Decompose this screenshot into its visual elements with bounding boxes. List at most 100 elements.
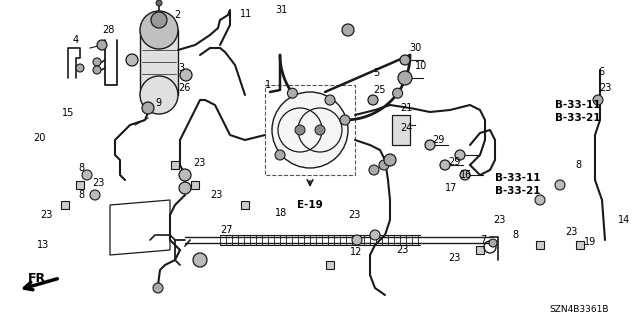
Text: 3: 3 <box>178 63 184 73</box>
Text: B-33-21: B-33-21 <box>555 113 600 123</box>
Circle shape <box>275 150 285 160</box>
Text: 23: 23 <box>396 245 408 255</box>
Text: 18: 18 <box>275 208 287 218</box>
Text: 1: 1 <box>265 80 271 90</box>
Text: 17: 17 <box>445 183 458 193</box>
Circle shape <box>535 195 545 205</box>
Text: 11: 11 <box>240 9 252 19</box>
Circle shape <box>82 170 92 180</box>
Text: 26: 26 <box>178 83 190 93</box>
Circle shape <box>140 11 178 49</box>
Text: 16: 16 <box>460 170 472 180</box>
Bar <box>191 181 199 189</box>
Bar <box>476 246 484 254</box>
Circle shape <box>90 190 100 200</box>
Text: 4: 4 <box>73 35 79 45</box>
Circle shape <box>342 24 354 36</box>
Circle shape <box>142 102 154 114</box>
Text: 10: 10 <box>415 61 428 71</box>
Circle shape <box>455 150 465 160</box>
Text: 8: 8 <box>78 190 84 200</box>
Text: 7: 7 <box>480 235 486 245</box>
Circle shape <box>425 140 435 150</box>
Text: 23: 23 <box>40 210 52 220</box>
Text: 29: 29 <box>448 157 460 167</box>
Circle shape <box>193 253 207 267</box>
Text: 23: 23 <box>493 215 506 225</box>
Text: 5: 5 <box>373 68 380 78</box>
Bar <box>536 241 544 249</box>
Circle shape <box>398 71 412 85</box>
Circle shape <box>400 55 410 65</box>
Text: 15: 15 <box>62 108 74 118</box>
Text: 31: 31 <box>275 5 287 15</box>
Bar <box>61 201 69 209</box>
Circle shape <box>179 182 191 194</box>
Circle shape <box>368 95 378 105</box>
Circle shape <box>76 64 84 72</box>
Bar <box>326 261 334 269</box>
Text: 8: 8 <box>512 230 518 240</box>
Circle shape <box>593 95 603 105</box>
Bar <box>171 161 179 169</box>
Text: 21: 21 <box>400 103 412 113</box>
Bar <box>265 85 355 175</box>
Circle shape <box>315 125 325 135</box>
Circle shape <box>379 160 389 170</box>
Text: 30: 30 <box>409 43 421 53</box>
Text: 8: 8 <box>78 163 84 173</box>
Text: B-33-11: B-33-11 <box>555 100 600 110</box>
Text: 28: 28 <box>102 25 115 35</box>
Text: E-19: E-19 <box>297 200 323 210</box>
Circle shape <box>126 54 138 66</box>
Circle shape <box>384 154 396 166</box>
Text: B-33-21: B-33-21 <box>495 186 541 196</box>
Circle shape <box>325 95 335 105</box>
Text: SZN4B3361B: SZN4B3361B <box>549 306 609 315</box>
Text: 23: 23 <box>92 178 104 188</box>
Circle shape <box>489 239 497 247</box>
Text: 23: 23 <box>448 253 460 263</box>
Text: 23: 23 <box>193 158 205 168</box>
Text: 24: 24 <box>400 123 412 133</box>
Text: FR.: FR. <box>28 271 51 285</box>
Circle shape <box>153 283 163 293</box>
Bar <box>140 30 178 95</box>
Text: 23: 23 <box>348 210 360 220</box>
Text: 25: 25 <box>373 85 385 95</box>
Text: 27: 27 <box>220 225 232 235</box>
Circle shape <box>440 160 450 170</box>
Circle shape <box>392 88 403 98</box>
Bar <box>241 201 249 209</box>
Circle shape <box>460 170 470 180</box>
Text: 29: 29 <box>432 135 444 145</box>
Circle shape <box>140 76 178 114</box>
Text: 23: 23 <box>210 190 222 200</box>
Bar <box>392 115 410 145</box>
Circle shape <box>93 58 101 66</box>
Circle shape <box>156 0 162 6</box>
Circle shape <box>97 40 107 50</box>
Bar <box>576 241 584 249</box>
Text: 13: 13 <box>37 240 49 250</box>
Text: 12: 12 <box>350 247 362 257</box>
Bar <box>76 181 84 189</box>
Circle shape <box>295 125 305 135</box>
Circle shape <box>179 169 191 181</box>
Text: B-33-11: B-33-11 <box>495 173 541 183</box>
Text: 23: 23 <box>599 83 611 93</box>
Circle shape <box>272 92 348 168</box>
Circle shape <box>93 66 101 74</box>
Circle shape <box>151 12 167 28</box>
Circle shape <box>555 180 565 190</box>
Text: 9: 9 <box>155 98 161 108</box>
Text: 8: 8 <box>575 160 581 170</box>
Circle shape <box>287 88 298 98</box>
Circle shape <box>180 69 192 81</box>
Text: 20: 20 <box>33 133 45 143</box>
Text: 14: 14 <box>618 215 630 225</box>
Text: 2: 2 <box>174 10 180 20</box>
Text: 6: 6 <box>598 67 604 77</box>
Circle shape <box>340 115 350 125</box>
Text: 23: 23 <box>565 227 577 237</box>
